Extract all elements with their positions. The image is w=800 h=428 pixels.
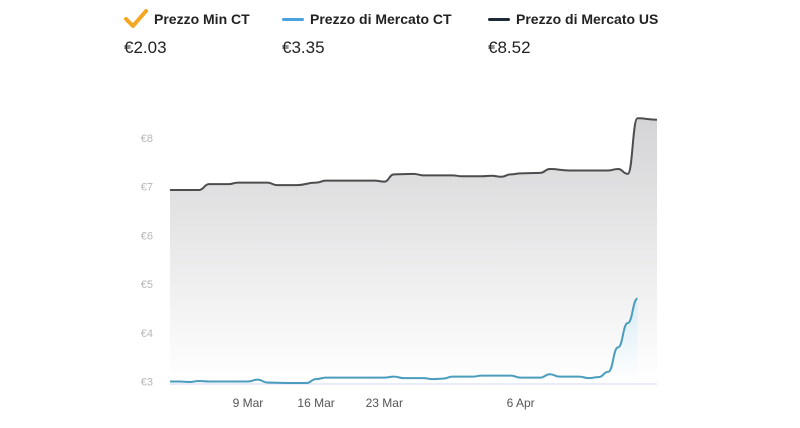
series-area (170, 118, 657, 383)
legend-label: Prezzo Min CT (154, 11, 250, 27)
line-swatch-icon (282, 17, 304, 21)
y-tick-label: €3 (141, 377, 153, 389)
line-swatch-icon (488, 17, 510, 21)
legend-value: €8.52 (488, 38, 531, 57)
series-layer (169, 117, 658, 384)
legend-value: €3.35 (282, 38, 325, 57)
series-line (170, 117, 658, 191)
y-tick-label: €4 (141, 328, 153, 340)
x-tick-label: 23 Mar (366, 396, 403, 410)
legend-item-prezzo-mercato-us[interactable]: Prezzo di Mercato US €8.52 (488, 8, 658, 58)
legend-value: €2.03 (124, 38, 167, 57)
x-axis: 9 Mar 16 Mar 23 Mar 6 Apr (170, 383, 657, 410)
check-icon (124, 9, 148, 28)
chart-legend: Prezzo Min CT €2.03 Prezzo di Mercato CT… (0, 8, 800, 68)
y-tick-label: €6 (141, 230, 153, 242)
x-tick-label: 9 Mar (233, 396, 264, 410)
legend-label: Prezzo di Mercato CT (310, 11, 452, 27)
y-axis: €3 €4 €5 €6 €7 €8 (141, 133, 153, 389)
y-tick-label: €7 (141, 182, 153, 194)
series-line (169, 297, 639, 384)
x-tick-label: 16 Mar (297, 396, 334, 410)
legend-item-prezzo-min-ct[interactable]: Prezzo Min CT €2.03 (124, 8, 250, 58)
y-tick-label: €8 (141, 133, 153, 145)
x-tick-label: 6 Apr (507, 396, 535, 410)
legend-item-prezzo-mercato-ct[interactable]: Prezzo di Mercato CT €3.35 (282, 8, 452, 58)
legend-label: Prezzo di Mercato US (516, 11, 659, 27)
y-tick-label: €5 (141, 279, 153, 291)
